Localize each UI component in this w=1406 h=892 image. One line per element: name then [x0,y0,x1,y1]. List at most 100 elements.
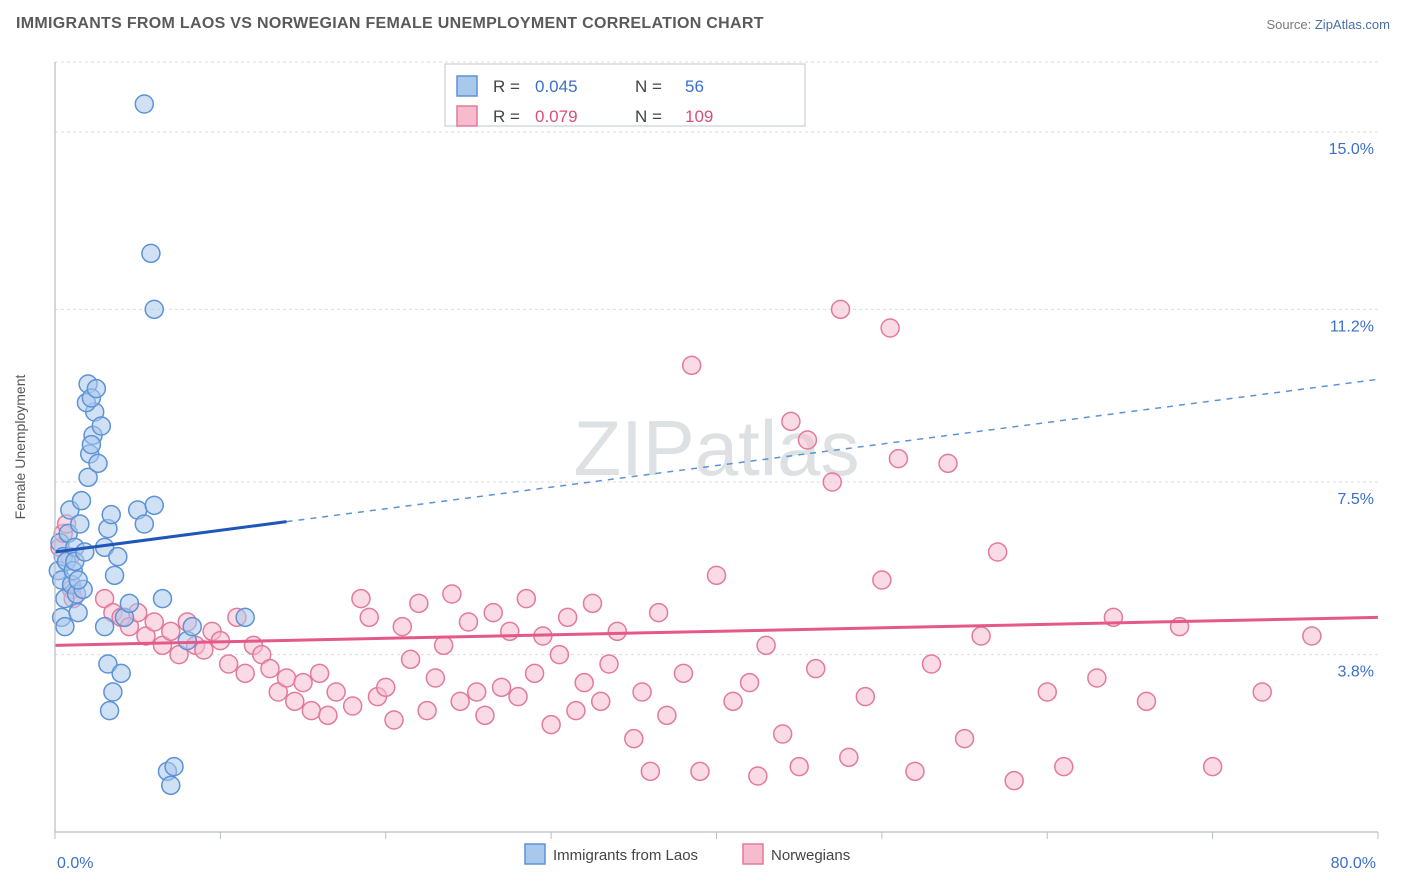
scatter-point [69,571,87,589]
scatter-point [1137,692,1155,710]
scatter-point [385,711,403,729]
scatter-point [509,688,527,706]
scatter-point [220,655,238,673]
scatter-point [798,431,816,449]
scatter-point [183,618,201,636]
scatter-point [261,660,279,678]
legend-swatch [743,844,763,864]
legend-r-label: R = [493,107,520,126]
scatter-point [650,604,668,622]
scatter-point [1253,683,1271,701]
scatter-point [1088,669,1106,687]
y-axis-label: 7.5% [1338,491,1374,508]
scatter-point [575,674,593,692]
legend-n-label: N = [635,77,662,96]
scatter-point [459,613,477,631]
watermark-text: ZIPatlas [573,404,859,492]
scatter-point [493,678,511,696]
legend-r-label: R = [493,77,520,96]
y-axis-label: 3.8% [1338,664,1374,681]
scatter-point [82,436,100,454]
scatter-point [1005,772,1023,790]
scatter-point [790,758,808,776]
scatter-point [402,650,420,668]
scatter-point [145,613,163,631]
scatter-point [972,627,990,645]
legend-n-value: 56 [685,77,704,96]
scatter-point [145,496,163,514]
scatter-point [135,515,153,533]
scatter-point [153,590,171,608]
source-link[interactable]: ZipAtlas.com [1315,17,1390,32]
correlation-scatter-chart: ZIPatlas0.0%80.0%3.8%7.5%11.2%15.0%Femal… [0,40,1406,892]
y-axis-label: 11.2% [1330,318,1374,335]
scatter-point [922,655,940,673]
scatter-series [51,300,1321,789]
scatter-point [956,730,974,748]
scatter-point [889,450,907,468]
legend-swatch [457,76,477,96]
legend-n-label: N = [635,107,662,126]
scatter-point [832,300,850,318]
scatter-point [106,566,124,584]
scatter-point [278,669,296,687]
scatter-point [757,636,775,654]
scatter-point [410,594,428,612]
scatter-point [286,692,304,710]
scatter-point [517,590,535,608]
scatter-point [583,594,601,612]
scatter-point [559,608,577,626]
scatter-point [741,674,759,692]
x-axis-label: 80.0% [1331,855,1376,872]
scatter-point [708,566,726,584]
scatter-point [567,702,585,720]
scatter-point [1204,758,1222,776]
scatter-point [96,618,114,636]
scatter-point [476,706,494,724]
scatter-point [327,683,345,701]
scatter-point [377,678,395,696]
scatter-point [87,380,105,398]
scatter-point [526,664,544,682]
scatter-point [542,716,560,734]
scatter-point [658,706,676,724]
source-prefix: Source: [1266,17,1314,32]
y-axis-label: 15.0% [1329,141,1374,158]
scatter-point [69,604,87,622]
scatter-point [550,646,568,664]
scatter-point [319,706,337,724]
scatter-point [683,356,701,374]
scatter-point [608,622,626,640]
scatter-point [142,244,160,262]
scatter-point [823,473,841,491]
y-axis-title: Female Unemployment [12,375,28,520]
scatter-point [468,683,486,701]
scatter-point [1303,627,1321,645]
scatter-point [145,300,163,318]
scatter-point [302,702,320,720]
legend-swatch [457,106,477,126]
legend-series-label: Immigrants from Laos [553,847,698,864]
scatter-point [840,748,858,766]
scatter-point [1055,758,1073,776]
scatter-point [92,417,110,435]
scatter-point [906,762,924,780]
legend-swatch [525,844,545,864]
scatter-point [782,412,800,430]
scatter-point [72,492,90,510]
scatter-point [435,636,453,654]
scatter-point [881,319,899,337]
scatter-point [807,660,825,678]
scatter-point [71,515,89,533]
scatter-point [484,604,502,622]
scatter-point [236,608,254,626]
scatter-point [749,767,767,785]
scatter-point [76,543,94,561]
scatter-point [120,594,138,612]
scatter-point [443,585,461,603]
trend-line [55,522,287,552]
legend-r-value: 0.079 [535,107,578,126]
scatter-point [873,571,891,589]
scatter-point [592,692,610,710]
scatter-point [89,454,107,472]
